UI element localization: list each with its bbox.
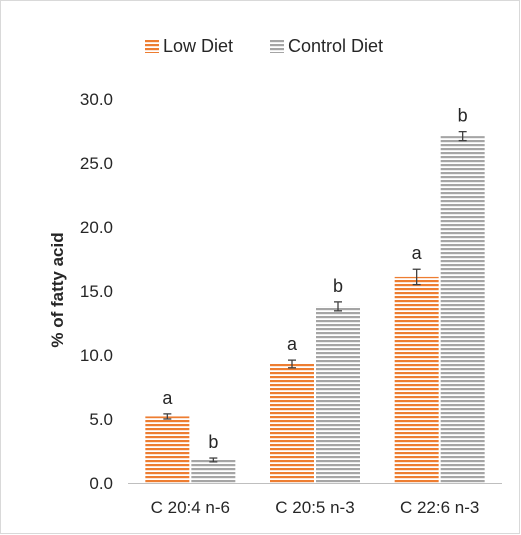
x-tick-label: C 22:6 n-3: [400, 498, 479, 517]
bar-low-diet: [394, 276, 439, 483]
y-axis-ticks: 0.0 5.0 10.0 15.0 20.0 25.0 30.0: [80, 90, 113, 493]
legend-label-control-diet: Control Diet: [288, 36, 383, 56]
legend-label-low-diet: Low Diet: [163, 36, 233, 56]
y-tick-label: 10.0: [80, 346, 113, 365]
data-label: b: [333, 276, 343, 296]
y-tick-label: 0.0: [89, 474, 113, 493]
y-tick-label: 5.0: [89, 410, 113, 429]
bar-low-diet: [270, 363, 314, 483]
data-label: a: [412, 243, 423, 263]
data-label: b: [458, 106, 468, 126]
bar-control-diet: [316, 306, 360, 483]
data-label: a: [162, 388, 173, 408]
legend-item-low-diet: Low Diet: [145, 36, 233, 56]
bar-control-diet: [440, 136, 485, 483]
data-label: b: [208, 432, 218, 452]
x-tick-label: C 20:4 n-6: [151, 498, 230, 517]
legend-swatch-low-diet: [145, 39, 159, 53]
plot-area: a b a b a b: [145, 106, 485, 483]
legend-item-control-diet: Control Diet: [270, 36, 383, 56]
legend: Low Diet Control Diet: [145, 36, 383, 56]
legend-swatch-control-diet: [270, 39, 284, 53]
data-label: a: [287, 334, 298, 354]
y-tick-label: 30.0: [80, 90, 113, 109]
x-axis-ticks: C 20:4 n-6 C 20:5 n-3 C 22:6 n-3: [151, 498, 480, 517]
y-tick-label: 20.0: [80, 218, 113, 237]
x-tick-label: C 20:5 n-3: [275, 498, 354, 517]
bar-control-diet: [191, 459, 236, 483]
y-axis-title: % of fatty acid: [48, 232, 67, 347]
y-tick-label: 15.0: [80, 282, 113, 301]
bar-low-diet: [145, 416, 190, 483]
y-tick-label: 25.0: [80, 154, 113, 173]
